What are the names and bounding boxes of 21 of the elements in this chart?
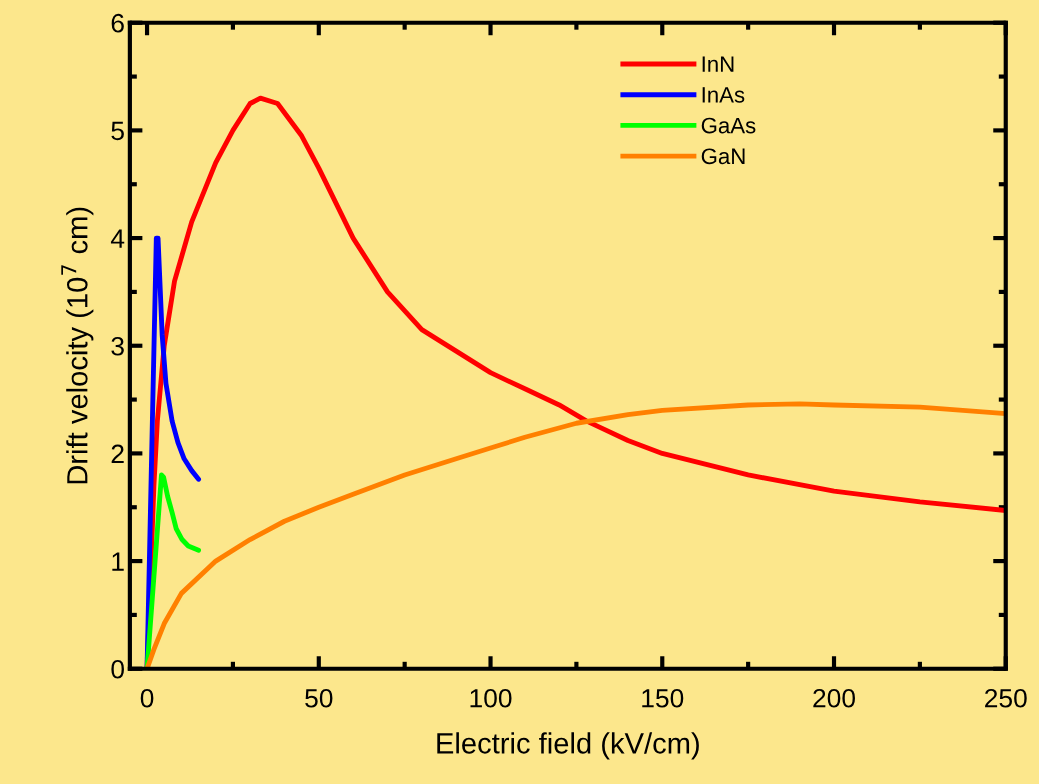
y-tick-label: 2 — [111, 444, 124, 463]
legend-label: InAs — [702, 87, 745, 103]
y-axis-title: Drift velocity (10$^{7}$ cm) — [61, 207, 94, 484]
y-tick-label: 4 — [110, 229, 125, 248]
y-tick-label: 6 — [111, 13, 124, 33]
line-series — [144, 472, 201, 669]
x-tick-label: 0 — [140, 688, 154, 708]
x-tick-label: 100 — [470, 688, 512, 708]
x-tick-label: 50 — [305, 688, 333, 708]
x-axis-title: Electric field (kV/cm) — [437, 732, 699, 760]
legend-label: InN — [702, 56, 734, 72]
y-tick-label: 0 — [111, 659, 124, 679]
y-tick-label: 5 — [111, 121, 124, 141]
x-tick-label: 150 — [642, 688, 684, 708]
legend-label: GaAs — [701, 117, 756, 134]
line-series — [144, 401, 1006, 669]
legend-label: GaN — [701, 148, 745, 165]
x-tick-label: 250 — [985, 688, 1027, 708]
y-tick-label: 3 — [111, 336, 124, 356]
x-tick-label: 200 — [813, 688, 855, 708]
y-tick-label: 1 — [112, 552, 124, 571]
